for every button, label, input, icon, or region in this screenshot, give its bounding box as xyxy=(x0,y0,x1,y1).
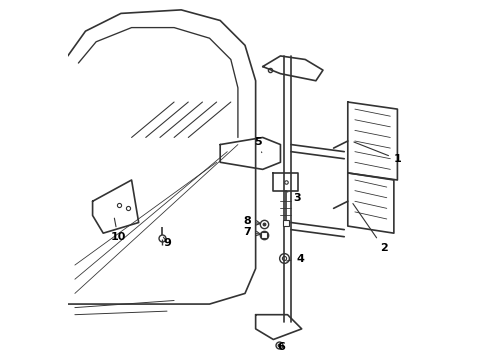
Text: 7: 7 xyxy=(243,227,261,237)
Text: 4: 4 xyxy=(287,253,304,264)
Text: 2: 2 xyxy=(353,203,388,253)
Text: 6: 6 xyxy=(277,342,285,352)
Text: 3: 3 xyxy=(286,191,300,203)
Text: 10: 10 xyxy=(110,218,126,242)
Text: 8: 8 xyxy=(243,216,261,226)
Text: 5: 5 xyxy=(254,136,262,153)
Text: 1: 1 xyxy=(354,142,402,164)
Text: 9: 9 xyxy=(163,237,172,248)
